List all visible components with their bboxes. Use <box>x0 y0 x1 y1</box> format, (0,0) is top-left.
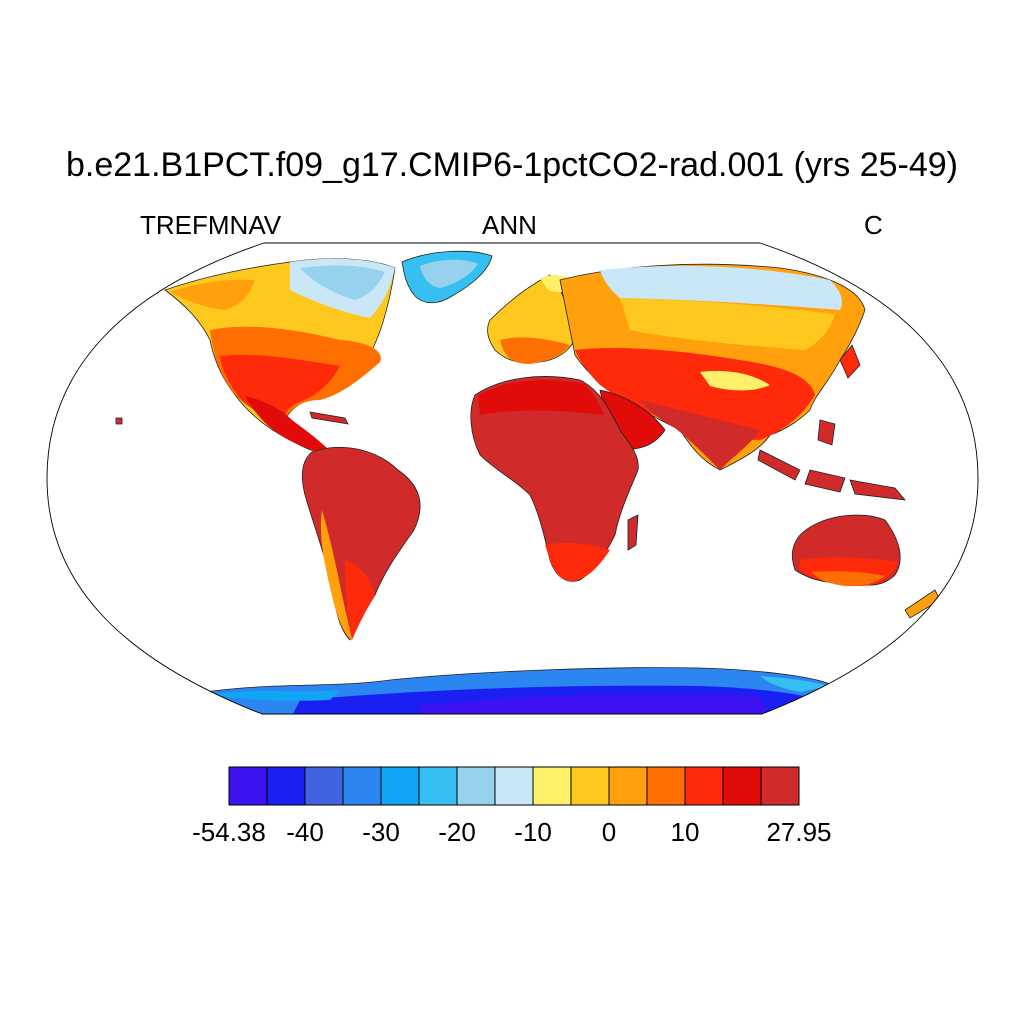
australia-region <box>791 514 901 587</box>
colorbar-box <box>304 766 344 806</box>
south-america-region <box>301 446 421 641</box>
colorbar-tick-label: -10 <box>514 817 552 847</box>
colorbar-tick-label: -20 <box>438 817 476 847</box>
hawaii <box>115 417 123 425</box>
greenland-region <box>401 250 493 304</box>
north-america-region <box>164 258 396 454</box>
colorbar-box <box>684 766 724 806</box>
africa-region <box>470 376 639 582</box>
colorbar-box <box>722 766 762 806</box>
variable-label: TREFMNAV <box>140 210 282 240</box>
madagascar <box>627 514 639 551</box>
colorbar-labels: -54.38 -40 -30 -20 -10 0 10 27.95 <box>192 817 831 847</box>
colorbar-box <box>418 766 458 806</box>
colorbar-tick-label: 0 <box>602 817 616 847</box>
season-label: ANN <box>482 210 537 240</box>
caribbean-islands <box>309 411 349 425</box>
colorbar-tick-label: 27.95 <box>766 817 831 847</box>
colorbar-boxes <box>228 766 800 806</box>
colorbar-tick-label: -54.38 <box>192 817 266 847</box>
asia-region <box>559 263 866 471</box>
colorbar-box <box>532 766 572 806</box>
colorbar-box <box>228 766 268 806</box>
europe-region <box>487 274 578 364</box>
antarctica-region <box>189 667 841 714</box>
colorbar-tick-label: -40 <box>286 817 324 847</box>
colorbar-box <box>760 766 800 806</box>
maritime-asia-region <box>757 344 906 501</box>
map-outline <box>46 242 979 715</box>
colorbar-box <box>380 766 420 806</box>
colorbar-box <box>646 766 686 806</box>
plot-title: b.e21.B1PCT.f09_g17.CMIP6-1pctCO2-rad.00… <box>65 146 958 184</box>
colorbar-box <box>570 766 610 806</box>
colorbar-tick-label: -30 <box>362 817 400 847</box>
colorbar-tick-label: 10 <box>671 817 700 847</box>
colorbar-box <box>494 766 534 806</box>
colorbar-box <box>456 766 496 806</box>
colorbar-box <box>342 766 382 806</box>
units-label: C <box>864 210 883 240</box>
colorbar-box <box>266 766 306 806</box>
colorbar-box <box>608 766 648 806</box>
